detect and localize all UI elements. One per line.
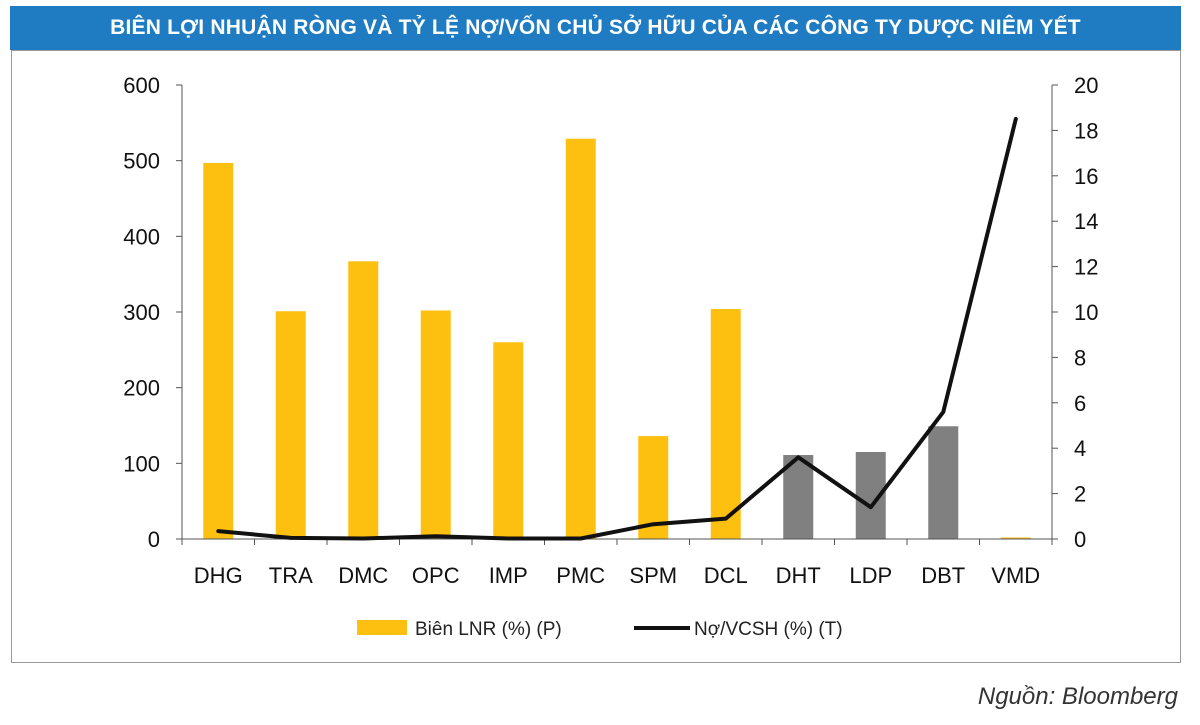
right-tick-label: 8: [1074, 345, 1086, 370]
x-tick-label: VMD: [991, 563, 1040, 588]
right-tick-label: 4: [1074, 436, 1086, 461]
x-tick-label: DHT: [776, 563, 821, 588]
right-tick-label: 16: [1074, 164, 1098, 189]
left-tick-label: 500: [123, 149, 160, 174]
bar-dht: [783, 455, 814, 539]
bar-dmc: [348, 261, 379, 539]
chart-title-bar: BIÊN LỢI NHUẬN RÒNG VÀ TỶ LỆ NỢ/VỐN CHỦ …: [10, 6, 1181, 50]
line-series-no-vcsh: [216, 117, 1018, 541]
bar-imp: [493, 342, 524, 539]
left-tick-label: 0: [148, 527, 160, 552]
bar-dhg: [203, 162, 234, 540]
x-tick-label: OPC: [412, 563, 460, 588]
legend-label-no-vcsh: Nợ/VCSH (%) (T): [694, 619, 843, 640]
x-tick-label: TRA: [269, 563, 313, 588]
bar-pmc: [565, 138, 596, 539]
legend-swatch-bien-lnr: [357, 620, 407, 635]
right-tick-label: 10: [1074, 300, 1098, 325]
left-tick-label: 600: [123, 73, 160, 98]
x-tick-label: DCL: [704, 563, 748, 588]
x-tick-label: LDP: [849, 563, 892, 588]
right-tick-label: 2: [1074, 482, 1086, 507]
left-tick-label: 400: [123, 224, 160, 249]
left-tick-label: 100: [123, 451, 160, 476]
bar-dbt: [928, 426, 959, 539]
x-tick-label: DHG: [194, 563, 243, 588]
left-tick-label: 200: [123, 376, 160, 401]
legend-label-bien-lnr: Biên LNR (%) (P): [415, 619, 562, 640]
right-tick-label: 12: [1074, 255, 1098, 280]
x-tick-label: IMP: [489, 563, 528, 588]
x-tick-label: DMC: [338, 563, 388, 588]
bar-tra: [275, 311, 306, 539]
bar-dcl: [710, 308, 741, 539]
right-tick-label: 0: [1074, 527, 1086, 552]
x-tick-label: DBT: [921, 563, 965, 588]
x-tick-label: SPM: [629, 563, 677, 588]
left-tick-label: 300: [123, 300, 160, 325]
right-tick-label: 18: [1074, 118, 1098, 143]
source-note: Nguồn: Bloomberg: [977, 683, 1178, 710]
x-tick-label: PMC: [556, 563, 605, 588]
bar-opc: [420, 310, 451, 539]
right-tick-label: 20: [1074, 73, 1098, 98]
bar-vmd: [1000, 537, 1031, 539]
right-tick-label: 14: [1074, 209, 1098, 234]
chart-title: BIÊN LỢI NHUẬN RÒNG VÀ TỶ LỆ NỢ/VỐN CHỦ …: [110, 16, 1081, 39]
right-tick-label: 6: [1074, 391, 1086, 416]
